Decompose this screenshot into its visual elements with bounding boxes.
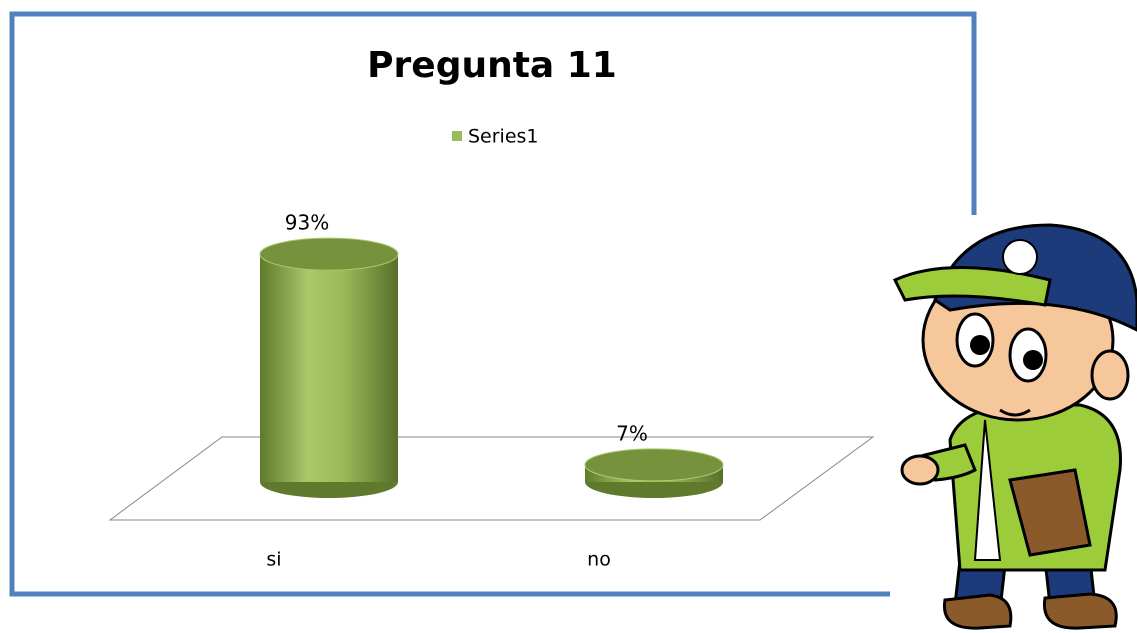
data-label: 93% (285, 211, 329, 235)
bar-body (260, 254, 398, 482)
data-label: 7% (616, 421, 648, 445)
chart-title: Pregunta 11 (367, 45, 617, 86)
x-tick-label: no (587, 549, 611, 571)
x-tick-label: si (266, 549, 281, 571)
bar (584, 448, 724, 498)
mascot (890, 215, 1137, 633)
bar (259, 237, 399, 498)
bar-top (584, 448, 724, 482)
legend-swatch (452, 131, 462, 141)
floor (108, 436, 875, 521)
bars (259, 237, 724, 498)
legend-label: Series1 (468, 126, 539, 148)
bar-top (259, 237, 399, 271)
